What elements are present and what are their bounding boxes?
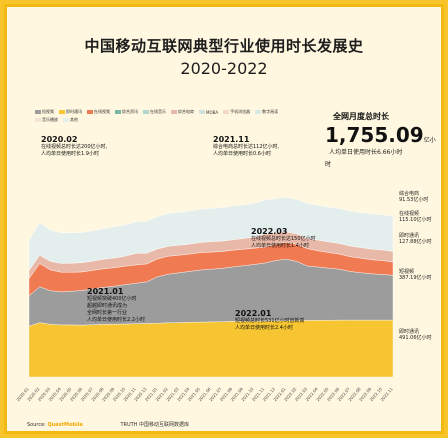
legend-label: 即时通讯 xyxy=(66,109,82,114)
legend-swatch xyxy=(59,110,65,114)
side-label-im-2: 即时通讯 491.06亿小时 xyxy=(399,329,432,341)
annotation-line: 短视频突破400亿小时 xyxy=(87,296,137,302)
legend-item: 在线视频 xyxy=(87,109,110,115)
total-daily-usage: 人均单日使用时长6.66小时 xyxy=(329,149,403,156)
annotation-2022-03: 2022.03 在线视频总时长达150亿小时 人均单日使用时长1.4小时 xyxy=(251,227,316,250)
legend-label: 在线音乐 xyxy=(150,109,166,114)
legend-item: MOBA xyxy=(199,109,218,115)
legend-swatch xyxy=(87,110,93,114)
legend-swatch xyxy=(35,110,41,114)
annotation-line: 超越即时通讯成为 xyxy=(87,303,128,309)
annotation-head: 2021.11 xyxy=(213,135,250,144)
legend-label: 手机浏览器 xyxy=(230,109,251,114)
total-value: 1,755.09亿小时 xyxy=(325,123,441,171)
legend-swatch xyxy=(115,110,121,114)
annotation-line: 全网时长第一行业 xyxy=(87,310,128,316)
footer-truth: TRUTH 中国移动互联网数据库 xyxy=(120,422,190,428)
side-label-video: 在线视频 115.10亿小时 xyxy=(399,211,432,223)
legend-item: 在线音乐 xyxy=(143,109,166,115)
legend-item: 手机浏览器 xyxy=(223,109,250,115)
legend-swatch xyxy=(171,110,177,114)
annotation-line: 人均单日使用时长0.6小时 xyxy=(213,151,271,157)
legend-swatch xyxy=(255,110,262,114)
annotation-head: 2020.02 xyxy=(41,135,78,144)
annotation-2021-01: 2021.01 短视频突破400亿小时 超越即时通讯成为 全网时长第一行业 人均… xyxy=(87,287,145,324)
x-axis: 2020.012020.022020.032020.042020.052020.… xyxy=(15,386,394,402)
page-subtitle: 2020-2022 xyxy=(180,59,268,78)
legend-swatch xyxy=(199,110,205,114)
area-series-4 xyxy=(28,197,394,272)
side-label-value: 491.06亿小时 xyxy=(399,335,432,341)
area-series-0 xyxy=(28,319,394,378)
footer-brand: QuestMobile xyxy=(47,422,83,428)
side-label-value: 115.10亿小时 xyxy=(399,217,432,223)
annotation-line: 短视频总时长531亿小时创新高 xyxy=(235,318,305,324)
side-label-name: 在线视频 xyxy=(399,211,420,217)
legend-label: MOBA xyxy=(206,109,219,115)
annotation-line: 人均单日使用时长2.2小时 xyxy=(87,317,145,323)
stacked-area-chart: 2020.012020.022020.032020.042020.052020.… xyxy=(15,197,394,402)
annotation-2021-11: 2021.11 综合电商总时长达112亿小时, 人均单日使用时长0.6小时 xyxy=(213,135,279,158)
side-label-name: 短视频 xyxy=(399,269,415,275)
legend-label: 数字阅读 xyxy=(262,109,279,114)
side-label-ecommerce: 综合电商 91.53亿小时 xyxy=(399,191,428,203)
annotation-line: 在线视频总时长达200亿小时, xyxy=(41,144,108,150)
side-label-name: 即时通讯 xyxy=(399,329,420,335)
legend-swatch xyxy=(223,110,230,114)
annotation-2020-02: 2020.02 在线视频总时长达200亿小时, 人均单日使用时长1.9小时 xyxy=(41,135,107,158)
legend-item: 数字阅读 xyxy=(255,109,278,115)
total-number: 1,755.09 xyxy=(325,123,424,147)
footer: Source: QuestMobile TRUTH 中国移动互联网数据库 xyxy=(27,421,189,428)
annotation-2022-01: 2022.01 短视频总时长531亿小时创新高 人均单日使用时长2.4小时 xyxy=(235,309,305,332)
infographic-frame: 中国移动互联网典型行业使用时长发展史 2020-2022 2020.01 2020… xyxy=(4,4,444,434)
legend-label: 其他 xyxy=(70,117,78,122)
annotation-line: 人均单日使用时长1.4小时 xyxy=(251,243,309,249)
legend-item: 综合电商 xyxy=(171,109,194,115)
side-label-short-video: 短视频 387.19亿小时 xyxy=(399,269,432,281)
legend-label: 综合资讯 xyxy=(122,109,138,114)
side-label-name: 即时通讯 xyxy=(399,233,420,239)
legend-label: 音乐播放 xyxy=(42,117,58,122)
side-label-im-1: 即时通讯 127.88亿小时 xyxy=(399,233,432,245)
annotation-head: 2021.01 xyxy=(87,287,124,296)
side-label-value: 387.19亿小时 xyxy=(399,275,432,281)
side-label-name: 综合电商 xyxy=(399,191,420,197)
legend-item: 综合资讯 xyxy=(115,109,138,115)
legend-swatch xyxy=(143,110,149,114)
side-label-value: 127.88亿小时 xyxy=(399,239,432,245)
footer-source: Source: xyxy=(27,422,46,428)
legend-item: 短视频 xyxy=(35,109,54,115)
legend-item: 即时通讯 xyxy=(59,109,82,115)
annotation-head: 2022.01 xyxy=(235,309,272,318)
legend-label: 短视频 xyxy=(42,109,54,114)
legend-item: 音乐播放 xyxy=(35,117,58,123)
legend-label: 综合电商 xyxy=(178,109,194,114)
annotation-line: 人均单日使用时长2.4小时 xyxy=(235,325,293,331)
total-label: 全网月度总时长 xyxy=(333,112,389,121)
annotation-line: 在线视频总时长达150亿小时 xyxy=(251,236,316,242)
legend-swatch xyxy=(63,118,69,122)
legend-swatch xyxy=(35,118,41,122)
page-title: 中国移动互联网典型行业使用时长发展史 xyxy=(84,37,364,55)
legend-item: 其他 xyxy=(63,117,78,123)
total-unit: 亿小时 xyxy=(325,137,436,168)
annotation-head: 2022.03 xyxy=(251,227,288,236)
legend-label: 在线视频 xyxy=(94,109,110,114)
chart-legend: 短视频 即时通讯 在线视频 综合资讯 在线音乐 综合电商 MOBA 手机浏览器 数字阅读音乐播放… xyxy=(35,109,290,123)
annotation-line: 人均单日使用时长1.9小时 xyxy=(41,151,99,157)
annotation-line: 综合电商总时长达112亿小时, xyxy=(213,144,280,150)
side-label-value: 91.53亿小时 xyxy=(399,197,429,203)
